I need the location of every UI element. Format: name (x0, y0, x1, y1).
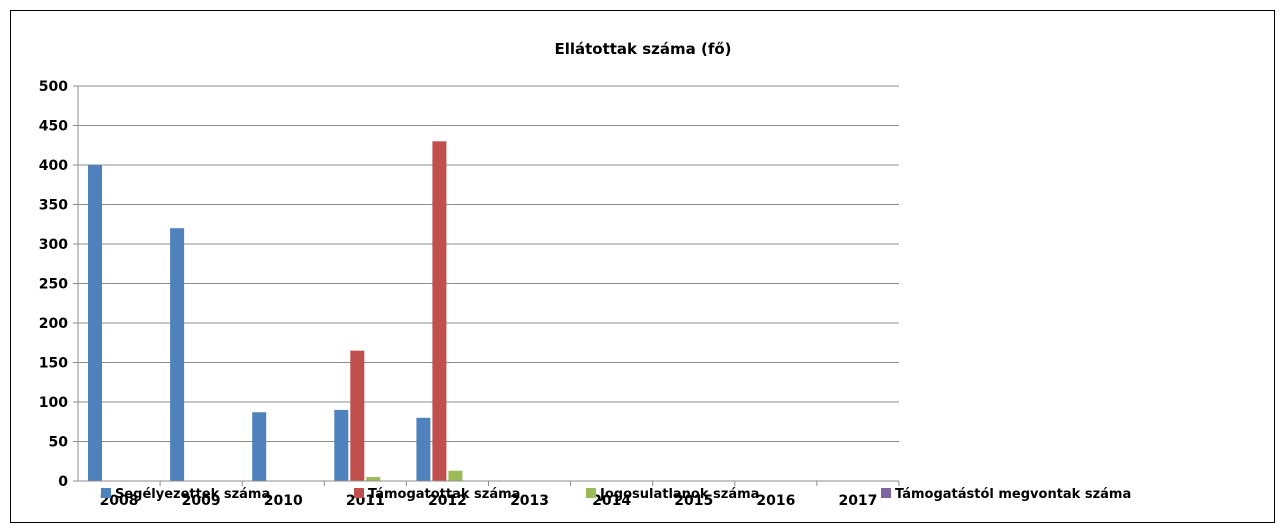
x-tick-label: 2015 (674, 493, 713, 509)
x-tick-label: 2009 (182, 493, 221, 509)
legend-swatch (354, 488, 364, 498)
y-tick-label: 0 (58, 474, 68, 490)
y-tick-label: 500 (39, 79, 68, 95)
x-tick-label: 2017 (838, 493, 877, 509)
y-tick-label: 300 (39, 237, 68, 253)
bar-chart: Ellátottak száma (fő) 0 50 100 150 200 250 300… (39, 40, 1132, 509)
bar (416, 417, 431, 481)
y-tick-label: 150 (39, 356, 68, 372)
legend: Segélyezettek száma Támogatottak száma Jog… (101, 487, 1131, 502)
legend-label: Támogatástól megvontak száma (895, 487, 1131, 502)
legend-label: Jogosulatlanok száma (599, 487, 759, 502)
bar (432, 141, 447, 482)
y-tick-label: 100 (39, 395, 68, 411)
x-tick-label: 2013 (510, 493, 549, 509)
bar (448, 470, 463, 481)
bar (252, 412, 267, 481)
y-tick-label: 50 (49, 435, 69, 451)
legend-label: Támogatottak száma (368, 487, 520, 502)
x-tick-label: 2012 (428, 493, 467, 509)
chart-frame: Ellátottak száma (fő) 0 50 100 150 200 250 300… (10, 10, 1275, 523)
x-tick-label: 2010 (264, 493, 303, 509)
legend-swatch (881, 488, 891, 498)
bars (88, 141, 463, 482)
x-tick-label: 2016 (756, 493, 795, 509)
gridlines (78, 85, 899, 442)
bar (170, 228, 185, 481)
bar (350, 350, 365, 481)
y-tick-label: 200 (39, 316, 68, 332)
chart-title: Ellátottak száma (fő) (554, 40, 731, 58)
y-tick-label: 250 (39, 277, 68, 293)
x-tick-label: 2014 (592, 493, 631, 509)
bar (366, 477, 381, 481)
bar (88, 165, 102, 481)
legend-swatch (101, 488, 111, 498)
legend-label: Segélyezettek száma (115, 487, 270, 502)
y-tick-label: 350 (39, 198, 68, 214)
legend-swatch (586, 488, 596, 498)
y-tick-label: 400 (39, 158, 68, 174)
y-tick-label: 450 (39, 119, 68, 135)
bar (334, 409, 349, 481)
